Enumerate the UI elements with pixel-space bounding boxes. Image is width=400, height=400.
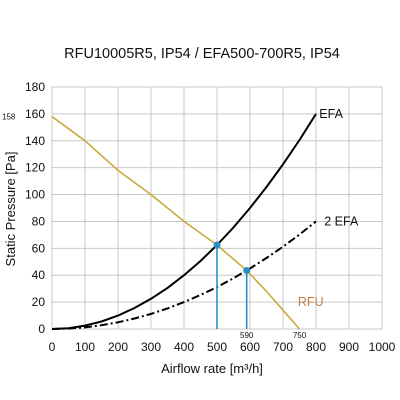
x-tick-label-600: 600 — [240, 340, 260, 354]
x-tick-label-500: 500 — [207, 340, 227, 354]
annotation-158: 158 — [2, 113, 16, 122]
x-tick-label-100: 100 — [75, 340, 95, 354]
series — [51, 113, 317, 330]
x-tick-label-300: 300 — [141, 340, 161, 354]
y-tick-label-40: 40 — [32, 268, 46, 282]
y-tick-label-80: 80 — [32, 214, 46, 228]
x-tick-label-0: 0 — [49, 340, 56, 354]
x-axis-title: Airflow rate [m³/h] — [161, 361, 263, 376]
x-tick-label-900: 900 — [339, 340, 359, 354]
operating-point-590 — [243, 267, 251, 275]
x-tick-label-400: 400 — [174, 340, 194, 354]
y-tick-label-100: 100 — [25, 188, 45, 202]
y-axis-title: Static Pressure [Pa] — [3, 152, 18, 267]
annotation-750: 750 — [293, 331, 307, 340]
series-label-2-efa: 2 EFA — [324, 214, 359, 228]
y-tick-label-0: 0 — [38, 322, 45, 336]
series-line-rfu — [51, 115, 301, 330]
y-tick-label-180: 180 — [25, 80, 45, 94]
series-label-rfu: RFU — [298, 295, 324, 309]
x-tick-label-200: 200 — [108, 340, 128, 354]
y-tick-label-120: 120 — [25, 161, 45, 175]
x-tick-label-700: 700 — [273, 340, 293, 354]
y-tick-label-140: 140 — [25, 134, 45, 148]
y-tick-label-60: 60 — [32, 241, 46, 255]
x-tick-label-1000: 1000 — [369, 340, 396, 354]
y-tick-label-160: 160 — [25, 107, 45, 121]
annotation-590: 590 — [240, 331, 254, 340]
operating-point-500 — [213, 241, 221, 249]
y-tick-label-20: 20 — [32, 295, 46, 309]
x-tick-label-800: 800 — [306, 340, 326, 354]
labels: 158 590 750 EFA 2 EFA RFU — [2, 107, 359, 340]
axes: 0 100 200 300 400 500 600 700 800 900 1000 0 20 40 60 8… — [25, 80, 396, 354]
chart-title: RFU10005R5, IP54 / EFA500-700R5, IP54 — [64, 46, 340, 62]
series-line-2-efa — [51, 220, 317, 330]
series-label-efa: EFA — [319, 107, 343, 121]
operating-points — [213, 241, 251, 329]
series-line-efa — [51, 113, 317, 330]
